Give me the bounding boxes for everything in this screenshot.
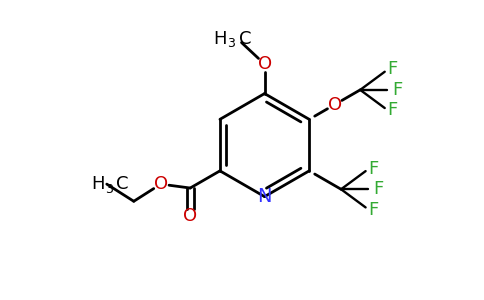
Text: O: O — [257, 55, 272, 73]
Text: F: F — [368, 201, 378, 219]
Text: F: F — [368, 160, 378, 178]
Text: N: N — [257, 187, 272, 206]
Text: O: O — [183, 208, 197, 226]
Text: F: F — [373, 180, 383, 198]
Text: 3: 3 — [227, 37, 235, 50]
Text: F: F — [387, 101, 397, 119]
Text: C: C — [116, 175, 128, 193]
Text: F: F — [392, 81, 402, 99]
Text: H: H — [213, 30, 227, 48]
Text: H: H — [91, 175, 105, 193]
Text: 3: 3 — [105, 184, 113, 196]
Text: O: O — [154, 175, 168, 193]
Text: F: F — [387, 60, 397, 78]
Text: C: C — [239, 30, 252, 48]
Text: O: O — [328, 96, 342, 114]
